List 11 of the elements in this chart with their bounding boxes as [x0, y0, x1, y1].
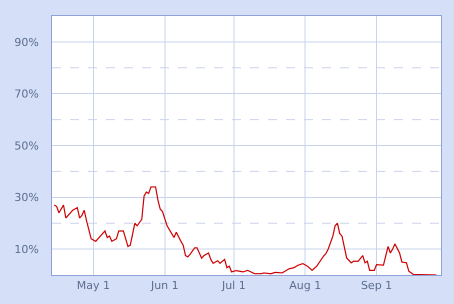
x-tick-label: Sep 1 — [360, 279, 392, 292]
x-tick-label: Jun 1 — [150, 279, 179, 292]
line-series — [54, 186, 437, 275]
y-tick-label: 50% — [14, 139, 39, 152]
y-tick-label: 70% — [14, 88, 39, 101]
x-tick-label: Jul 1 — [220, 279, 246, 292]
x-tick-label: May 1 — [76, 279, 110, 292]
x-tick-label: Aug 1 — [289, 279, 322, 292]
y-tick-label: 90% — [14, 36, 39, 49]
y-tick-label: 30% — [14, 191, 39, 204]
y-tick-label: 10% — [14, 242, 39, 256]
